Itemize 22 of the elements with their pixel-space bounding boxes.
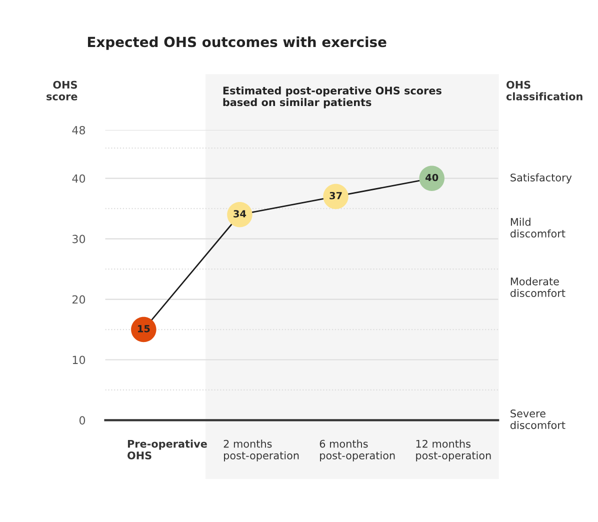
y-tick-label: 48 [72,126,86,134]
text: Mild discomfort [510,218,566,238]
y-tick-label: 40 [72,174,86,183]
x-tick-label: 12 months post-operation [416,440,491,462]
y-tick-label: 20 [72,295,86,304]
data-label: 15 [138,325,150,332]
y-tick-label: 10 [72,356,86,364]
y-tick-label: 30 [72,234,86,244]
band-label: Estimated post-operative OHS scores based on similar patients [223,86,442,108]
data-label: 37 [330,192,342,200]
y-axis-title: OHS score [46,80,78,100]
y-tick-label: 0 [79,416,86,425]
data-label: 40 [426,174,438,182]
text: Moderate discomfort [510,277,566,298]
data-label: 34 [234,210,246,218]
text: Satisfactory [510,173,572,184]
text: Severe discomfort [510,410,566,430]
x-tick-label: 2 months post-operation [224,440,299,462]
y2-axis-title: OHS classification [506,80,582,100]
chart-title: Expected OHS outcomes with exercise [88,36,386,50]
x-tick-label: Pre-operative OHS [128,440,207,460]
x-tick-label: 6 months post-operation [320,440,395,462]
